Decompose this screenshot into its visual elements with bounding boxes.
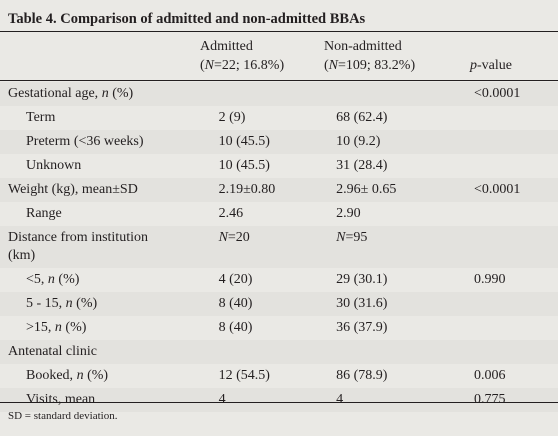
table-row: Distance from institution (km) N=20 N=95 bbox=[0, 226, 558, 268]
top-rule bbox=[0, 31, 558, 32]
table-row: Range 2.46 2.90 bbox=[26, 206, 361, 221]
table-row: Unknown 10 (45.5) 31 (28.4) bbox=[26, 158, 388, 173]
footnote: SD = standard deviation. bbox=[8, 410, 118, 422]
table-row: >15, n (%) 8 (40) 36 (37.9) bbox=[26, 320, 388, 335]
table-row: Weight (kg), mean±SD 2.19±0.80 2.96± 0.6… bbox=[0, 178, 558, 202]
table-title: Table 4. Comparison of admitted and non-… bbox=[8, 11, 366, 27]
table-row: 5 - 15, n (%) 8 (40) 30 (31.6) bbox=[0, 292, 558, 316]
title-bar: Table 4. Comparison of admitted and non-… bbox=[0, 0, 558, 34]
header-admitted: Admitted bbox=[200, 39, 253, 54]
header-p-value: p-value bbox=[470, 58, 512, 73]
table-row: Antenatal clinic bbox=[0, 340, 558, 364]
header-non-admitted: Non-admitted bbox=[324, 39, 402, 54]
table-row: Term 2 (9) 68 (62.4) bbox=[26, 110, 388, 125]
header-rule bbox=[0, 80, 558, 81]
table-row: Visits, mean 4 4 0.775 bbox=[0, 388, 558, 412]
table-row: Gestational age, n (%) <0.0001 bbox=[0, 82, 558, 106]
table-row: Preterm (<36 weeks) 10 (45.5) 10 (9.2) bbox=[0, 130, 558, 154]
data-table: Gestational age, n (%) <0.0001 Term 2 (9… bbox=[0, 82, 558, 412]
table-row: <5, n (%) 4 (20) 29 (30.1) 0.990 bbox=[26, 272, 506, 287]
header-non-admitted-n: (N=109; 83.2%) bbox=[324, 58, 416, 73]
header-admitted-n: (N=22; 16.8%) bbox=[200, 58, 285, 73]
table-row: Booked, n (%) 12 (54.5) 86 (78.9) 0.006 bbox=[26, 368, 506, 383]
bottom-rule bbox=[0, 402, 558, 403]
